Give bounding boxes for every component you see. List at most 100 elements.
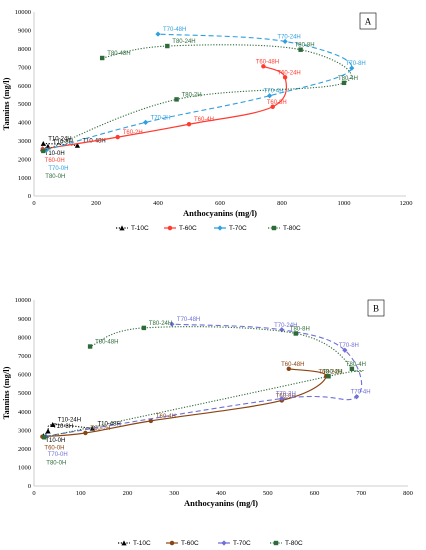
data-point: [349, 65, 355, 71]
y-tick-label: 10000: [15, 297, 31, 304]
y-tick-label: 10000: [15, 9, 31, 16]
point-label: T80-48H: [95, 340, 118, 346]
legend-marker: [221, 540, 227, 546]
point-label: T80-0H: [46, 460, 66, 466]
point-label: T60-8H: [276, 393, 296, 399]
point-label: T60-24H: [277, 70, 300, 76]
series-line: [45, 323, 362, 437]
legend-label: T-60C: [181, 540, 199, 547]
series-line: [44, 326, 364, 438]
point-label: T10-8H: [53, 139, 73, 145]
point-label: T80-0H: [45, 174, 65, 180]
data-point: [282, 38, 288, 45]
x-tick-label: 800: [277, 200, 287, 207]
y-tick-label: 0: [28, 483, 31, 490]
point-label: T10-48H: [97, 421, 120, 427]
point-label: T70-48H: [163, 27, 186, 33]
data-point: [148, 418, 154, 424]
point-label: T10-24H: [48, 137, 71, 143]
point-label: T60-48H: [281, 362, 304, 368]
chart-b: 0100020003000400050006000700080009000100…: [1, 297, 413, 547]
point-label: T80-8H: [290, 326, 310, 332]
series-line: [42, 368, 327, 438]
data-point: [186, 122, 192, 127]
point-label: T10-0H: [45, 151, 65, 157]
point-label: T80-24H: [172, 39, 195, 45]
data-point: [349, 366, 355, 372]
point-label: T60-8H: [267, 100, 287, 106]
data-point: [174, 97, 179, 102]
legend-marker: [169, 540, 175, 546]
legend-label: T-80C: [283, 225, 301, 232]
data-point: [279, 395, 285, 402]
point-label: T60-4H: [194, 117, 214, 123]
x-tick-label: 700: [356, 490, 366, 497]
data-point: [326, 374, 331, 379]
series-line: [41, 143, 78, 150]
y-axis-label: Tannins (mg/l): [1, 366, 11, 419]
data-point: [353, 394, 360, 400]
y-tick-label: 9000: [18, 316, 31, 323]
point-label: T80-2H: [323, 369, 343, 375]
point-label: T60-48H: [256, 59, 279, 65]
y-tick-label: 3000: [18, 427, 31, 434]
y-tick-label: 6000: [18, 83, 31, 90]
data-point: [40, 140, 46, 146]
x-tick-label: 100: [76, 490, 86, 497]
data-point: [143, 119, 149, 125]
y-tick-label: 2000: [18, 156, 31, 163]
y-axis-label: Tannins (mg/l): [1, 77, 11, 130]
y-tick-label: 7000: [18, 64, 31, 71]
data-point: [115, 134, 120, 140]
x-tick-label: 200: [123, 490, 133, 497]
legend-marker: [167, 225, 173, 231]
x-tick-label: 200: [91, 200, 101, 207]
point-label: T60-4H: [156, 414, 176, 420]
y-tick-label: 1000: [18, 175, 31, 182]
legend-marker: [271, 225, 277, 231]
data-point: [74, 142, 80, 148]
legend-marker: [217, 225, 223, 231]
point-label: T80-48H: [107, 51, 130, 57]
point-label: T70-24H: [277, 34, 300, 40]
point-label: T10-8H: [53, 424, 73, 430]
data-point: [155, 31, 161, 37]
y-tick-label: 2000: [18, 446, 31, 453]
x-axis-label: Anthocyanins (mg/l): [184, 498, 258, 508]
y-tick-label: 5000: [18, 390, 31, 397]
point-label: T80-4H: [338, 76, 358, 82]
data-point: [282, 75, 288, 80]
x-tick-label: 0: [32, 200, 35, 207]
point-label: T70-2H: [276, 392, 296, 398]
point-label: T70-8H: [339, 343, 359, 349]
data-point: [169, 321, 175, 327]
chart-a: 0100020003000400050006000700080009000100…: [1, 9, 413, 232]
x-tick-label: 500: [263, 490, 273, 497]
data-point: [83, 430, 88, 436]
series-line: [46, 33, 353, 151]
point-label: T80-8H: [295, 43, 315, 49]
point-label: T60-2H: [90, 426, 110, 432]
panel-label: A: [365, 17, 372, 27]
point-label: T70-4H: [264, 89, 284, 95]
data-point: [286, 366, 291, 372]
point-label: T70-48H: [177, 317, 200, 323]
data-point: [341, 80, 347, 86]
point-label: T80-4H: [346, 362, 366, 368]
point-label: T70-0H: [48, 166, 68, 172]
data-point: [165, 43, 170, 49]
x-tick-label: 0: [32, 490, 35, 497]
point-label: T70-0H: [48, 452, 68, 458]
point-label: T80-24H: [149, 321, 172, 327]
panel-label-box: [367, 299, 385, 317]
data-point: [50, 422, 56, 427]
legend-label: T-70C: [233, 540, 251, 547]
y-tick-label: 1000: [18, 465, 31, 472]
data-point: [42, 435, 47, 440]
y-tick-label: 3000: [18, 138, 31, 145]
x-tick-label: 600: [310, 490, 320, 497]
point-label: T60-0H: [44, 446, 64, 452]
data-point: [293, 331, 299, 336]
data-point: [261, 64, 266, 69]
